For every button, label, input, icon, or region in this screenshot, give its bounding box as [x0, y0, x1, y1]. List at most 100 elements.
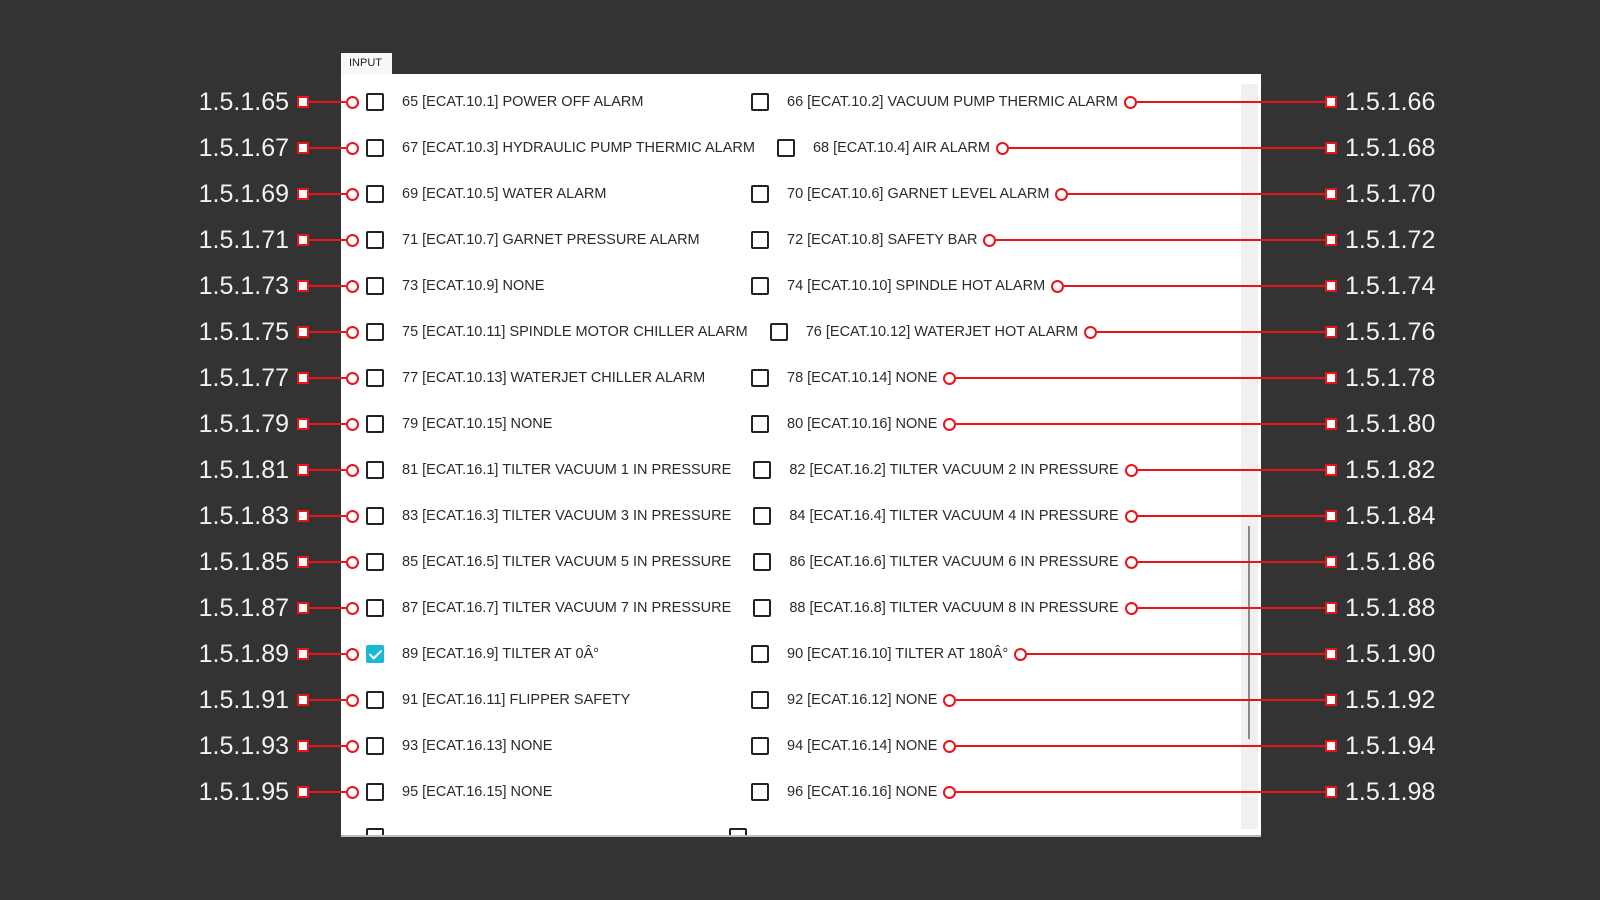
checkbox[interactable] — [751, 737, 769, 755]
io-row: 1.5.1.89 89 [ECAT.16.9] TILTER AT 0Â° 90… — [0, 640, 1600, 668]
input-label: 87 [ECAT.16.7] TILTER VACUUM 7 IN PRESSU… — [402, 600, 732, 616]
io-row: 1.5.1.69 69 [ECAT.10.5] WATER ALARM 70 [… — [0, 180, 1600, 208]
checkbox[interactable] — [366, 139, 384, 157]
input-item: 95 [ECAT.16.15] NONE — [366, 783, 729, 801]
checkbox[interactable] — [366, 369, 384, 387]
checkbox[interactable] — [751, 415, 769, 433]
callout-circle-marker — [346, 785, 359, 799]
left-callout-label: 1.5.1.91 — [198, 685, 289, 714]
callout-square-marker — [297, 510, 309, 522]
callout-square-marker — [297, 694, 309, 706]
right-callout-label: 1.5.1.94 — [1345, 731, 1436, 760]
checkbox[interactable] — [751, 783, 769, 801]
callout-square-marker — [1325, 188, 1337, 200]
callout-square-marker — [1325, 602, 1337, 614]
callout-circle-marker — [1124, 601, 1138, 615]
callout-square-marker — [297, 188, 309, 200]
input-label: 88 [ECAT.16.8] TILTER VACUUM 8 IN PRESSU… — [789, 600, 1119, 616]
callout-square-marker — [1325, 510, 1337, 522]
checkbox[interactable] — [366, 323, 384, 341]
checkbox[interactable] — [366, 783, 384, 801]
input-label: 66 [ECAT.10.2] VACUUM PUMP THERMIC ALARM — [787, 94, 1118, 110]
callout-square-marker — [1325, 556, 1337, 568]
input-label: 73 [ECAT.10.9] NONE — [402, 278, 545, 294]
checkbox[interactable] — [753, 461, 772, 479]
left-callout-label: 1.5.1.81 — [198, 455, 289, 484]
checkbox[interactable] — [776, 139, 795, 157]
checkbox[interactable] — [751, 691, 769, 709]
left-callout-label: 1.5.1.83 — [198, 501, 289, 530]
checkbox[interactable] — [366, 507, 384, 525]
left-callout-label: 1.5.1.71 — [198, 225, 289, 254]
io-row: 1.5.1.75 75 [ECAT.10.11] SPINDLE MOTOR C… — [0, 318, 1600, 346]
input-item: 73 [ECAT.10.9] NONE — [366, 277, 729, 295]
callout-circle-marker — [346, 509, 359, 523]
checkbox-partial[interactable] — [366, 828, 384, 835]
input-label: 70 [ECAT.10.6] GARNET LEVEL ALARM — [787, 186, 1050, 202]
checkbox[interactable] — [751, 277, 769, 295]
callout-square-marker — [1325, 464, 1337, 476]
checkbox-checked[interactable] — [366, 645, 384, 663]
checkbox[interactable] — [366, 277, 384, 295]
checkbox[interactable] — [753, 599, 772, 617]
checkbox[interactable] — [751, 369, 769, 387]
input-label: 69 [ECAT.10.5] WATER ALARM — [402, 186, 607, 202]
input-label: 91 [ECAT.16.11] FLIPPER SAFETY — [402, 692, 631, 708]
checkbox[interactable] — [366, 691, 384, 709]
callout-circle-marker — [1084, 325, 1098, 339]
callout-line — [309, 561, 346, 563]
callout-circle-marker — [1124, 509, 1138, 523]
checkbox[interactable] — [751, 645, 769, 663]
checkbox-partial[interactable] — [729, 828, 747, 835]
callout-square-marker — [297, 648, 309, 660]
callout-square-marker — [297, 280, 309, 292]
checkbox[interactable] — [366, 93, 384, 111]
input-label: 75 [ECAT.10.11] SPINDLE MOTOR CHILLER AL… — [402, 324, 748, 340]
input-label: 74 [ECAT.10.10] SPINDLE HOT ALARM — [787, 278, 1046, 294]
left-callout-label: 1.5.1.89 — [198, 639, 289, 668]
callout-line — [996, 239, 1325, 241]
callout-circle-marker — [983, 233, 997, 247]
callout-line — [1068, 193, 1325, 195]
input-item: 85 [ECAT.16.5] TILTER VACUUM 5 IN PRESSU… — [366, 553, 731, 571]
input-item: 69 [ECAT.10.5] WATER ALARM — [366, 185, 729, 203]
callout-circle-marker — [346, 647, 359, 661]
io-row: 1.5.1.93 93 [ECAT.16.13] NONE 94 [ECAT.1… — [0, 732, 1600, 760]
right-callout-label: 1.5.1.66 — [1345, 87, 1436, 116]
checkbox[interactable] — [366, 185, 384, 203]
callout-circle-marker — [943, 417, 957, 431]
checkbox[interactable] — [366, 553, 384, 571]
checkbox[interactable] — [751, 231, 769, 249]
tab-input[interactable]: INPUT — [341, 53, 392, 74]
callout-circle-marker — [346, 739, 359, 753]
callout-line — [309, 745, 346, 747]
checkbox[interactable] — [366, 461, 384, 479]
checkbox[interactable] — [751, 93, 769, 111]
callout-square-marker — [297, 602, 309, 614]
input-label: 84 [ECAT.16.4] TILTER VACUUM 4 IN PRESSU… — [789, 508, 1119, 524]
scrollbar-thumb[interactable] — [1248, 526, 1250, 739]
callout-circle-marker — [1051, 279, 1065, 293]
callout-line — [309, 607, 346, 609]
callout-line — [956, 699, 1325, 701]
callout-line — [309, 699, 346, 701]
checkbox[interactable] — [769, 323, 788, 341]
checkbox[interactable] — [366, 737, 384, 755]
io-row: 1.5.1.77 77 [ECAT.10.13] WATERJET CHILLE… — [0, 364, 1600, 392]
left-callout-label: 1.5.1.75 — [198, 317, 289, 346]
right-callout-label: 1.5.1.72 — [1345, 225, 1436, 254]
checkbox[interactable] — [751, 185, 769, 203]
right-callout-label: 1.5.1.78 — [1345, 363, 1436, 392]
checkbox[interactable] — [366, 415, 384, 433]
checkbox[interactable] — [753, 553, 772, 571]
input-item: 81 [ECAT.16.1] TILTER VACUUM 1 IN PRESSU… — [366, 461, 731, 479]
right-callout-label: 1.5.1.90 — [1345, 639, 1436, 668]
scrollbar-track[interactable] — [1241, 84, 1258, 829]
checkbox[interactable] — [753, 507, 772, 525]
callout-line — [309, 377, 346, 379]
callout-square-marker — [1325, 648, 1337, 660]
checkbox[interactable] — [366, 231, 384, 249]
callout-line — [309, 193, 346, 195]
checkbox[interactable] — [366, 599, 384, 617]
callout-circle-marker — [346, 279, 359, 293]
